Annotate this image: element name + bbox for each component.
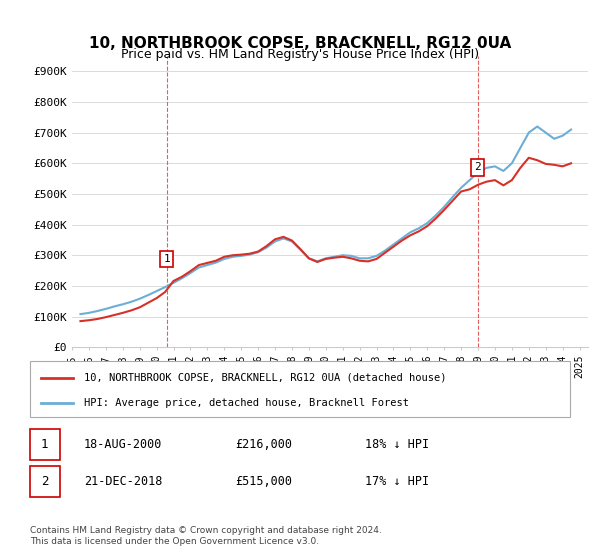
Text: 1: 1 — [163, 254, 170, 264]
FancyBboxPatch shape — [30, 430, 60, 460]
FancyBboxPatch shape — [30, 361, 570, 417]
Text: 18-AUG-2000: 18-AUG-2000 — [84, 438, 163, 451]
Text: 18% ↓ HPI: 18% ↓ HPI — [365, 438, 429, 451]
Text: 10, NORTHBROOK COPSE, BRACKNELL, RG12 0UA (detached house): 10, NORTHBROOK COPSE, BRACKNELL, RG12 0U… — [84, 373, 446, 383]
Text: Price paid vs. HM Land Registry's House Price Index (HPI): Price paid vs. HM Land Registry's House … — [121, 48, 479, 60]
Text: 21-DEC-2018: 21-DEC-2018 — [84, 475, 163, 488]
Text: 2: 2 — [474, 162, 481, 172]
Text: £216,000: £216,000 — [235, 438, 292, 451]
Text: 10, NORTHBROOK COPSE, BRACKNELL, RG12 0UA: 10, NORTHBROOK COPSE, BRACKNELL, RG12 0U… — [89, 36, 511, 52]
FancyBboxPatch shape — [30, 466, 60, 497]
Text: 1: 1 — [41, 438, 49, 451]
Text: HPI: Average price, detached house, Bracknell Forest: HPI: Average price, detached house, Brac… — [84, 398, 409, 408]
Text: Contains HM Land Registry data © Crown copyright and database right 2024.
This d: Contains HM Land Registry data © Crown c… — [30, 526, 382, 546]
Text: 17% ↓ HPI: 17% ↓ HPI — [365, 475, 429, 488]
Text: 2: 2 — [41, 475, 49, 488]
Text: £515,000: £515,000 — [235, 475, 292, 488]
